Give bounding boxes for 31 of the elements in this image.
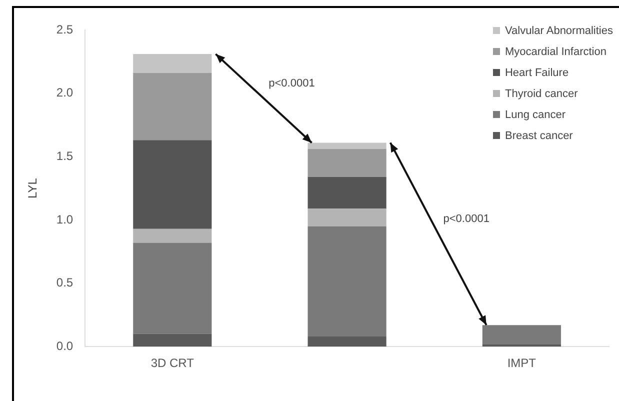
bar (482, 325, 561, 344)
x-tick-label: 3D CRT (150, 356, 195, 370)
bar (308, 176, 386, 209)
legend-label: Thyroid cancer (504, 88, 578, 100)
annotation: p<0.0001 (443, 212, 490, 225)
y-tick-label: 0.5 (56, 276, 74, 290)
y-axis-title: LYL (26, 178, 40, 199)
bar (133, 334, 212, 347)
annotation: p<0.0001 (268, 77, 315, 90)
legend-label: Breast cancer (504, 130, 573, 142)
bar (133, 228, 212, 243)
bar (133, 73, 212, 140)
bar (308, 149, 386, 177)
y-tick-label: 1.5 (56, 148, 74, 163)
bar (308, 208, 386, 226)
bar (308, 226, 386, 336)
legend-label: Heart Failure (504, 66, 569, 78)
legend-label: Valvular Abnormalities (504, 24, 613, 36)
y-tick-label: 1.0 (56, 212, 74, 226)
y-tick-label: 0.0 (56, 338, 74, 353)
bar (482, 344, 561, 347)
bar (308, 336, 386, 347)
bar (308, 142, 386, 150)
legend-label: Myocardial Infarction (504, 46, 606, 58)
legend-label: Lung cancer (504, 108, 566, 120)
bar (133, 242, 212, 334)
bar (133, 54, 212, 74)
bar (133, 140, 212, 229)
x-tick-label: IMPT (507, 356, 537, 370)
y-tick-label: 2.0 (56, 86, 74, 100)
y-tick-label: 2.5 (56, 22, 74, 36)
